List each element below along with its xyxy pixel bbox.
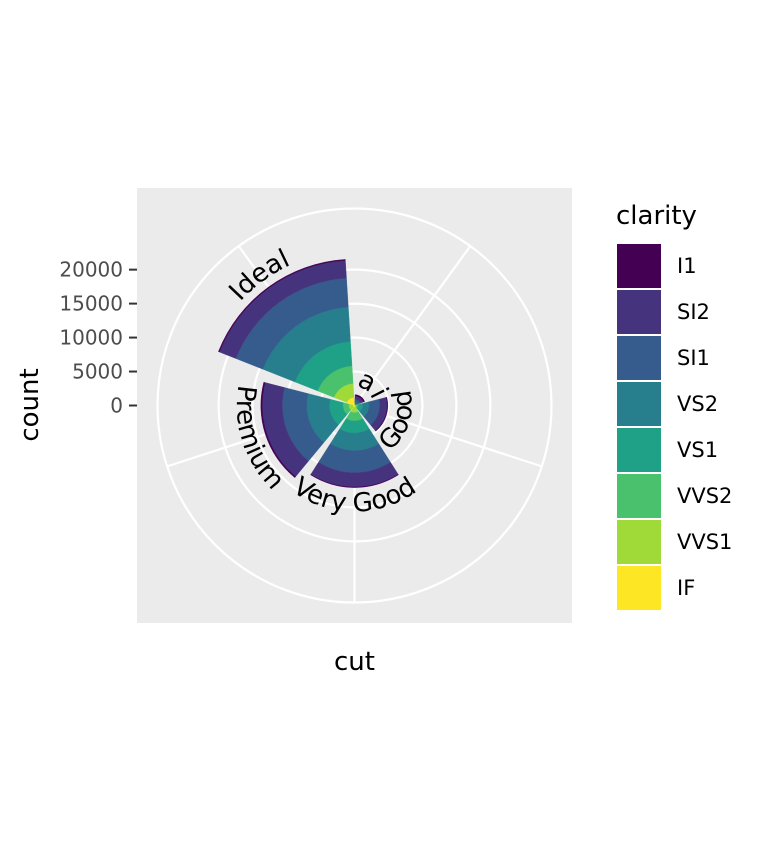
legend-label-si1: SI1 (677, 346, 710, 370)
legend-label-vs2: VS2 (677, 392, 718, 416)
legend-label-i1: I1 (677, 254, 697, 278)
radial-tick-label-1: 5000 (72, 360, 123, 384)
bar-very-good-i1 (310, 474, 399, 488)
legend: clarity I1 SI2 SI1 VS2 VS1 VVS2 VVS1 IF (616, 201, 732, 610)
radial-tick-label-2: 10000 (59, 326, 123, 350)
radial-tick-label-0: 0 (110, 394, 123, 418)
grid-spoke-0 (353, 245, 472, 407)
legend-label-vvs1: VVS1 (677, 530, 732, 554)
stacked-polar-bars (218, 259, 399, 488)
legend-swatch-vvs2 (617, 474, 661, 518)
legend-label-si2: SI2 (677, 300, 710, 324)
legend-swatch-i1 (617, 244, 661, 288)
radial-tick-label-4: 20000 (59, 258, 123, 282)
bar-premium-i1 (260, 381, 296, 478)
legend-swatch-si1 (617, 336, 661, 380)
radial-axis: 0 5000 10000 15000 20000 (59, 258, 137, 418)
legend-label-vvs2: VVS2 (677, 484, 732, 508)
radial-tick-label-3: 15000 (59, 292, 123, 316)
legend-swatch-si2 (617, 290, 661, 334)
bar-good-i1 (375, 396, 389, 432)
legend-swatch-vvs1 (617, 520, 661, 564)
legend-label-vs1: VS1 (677, 438, 718, 462)
y-axis-title: count (15, 368, 45, 441)
legend-label-if: IF (677, 576, 695, 600)
legend-swatch-if (617, 566, 661, 610)
x-axis-title: cut (334, 647, 375, 677)
legend-title: clarity (616, 201, 697, 231)
bar-fair-i1 (354, 394, 365, 403)
legend-swatch-vs1 (617, 428, 661, 472)
legend-swatch-vs2 (617, 382, 661, 426)
bar-ideal-i1 (218, 259, 346, 353)
